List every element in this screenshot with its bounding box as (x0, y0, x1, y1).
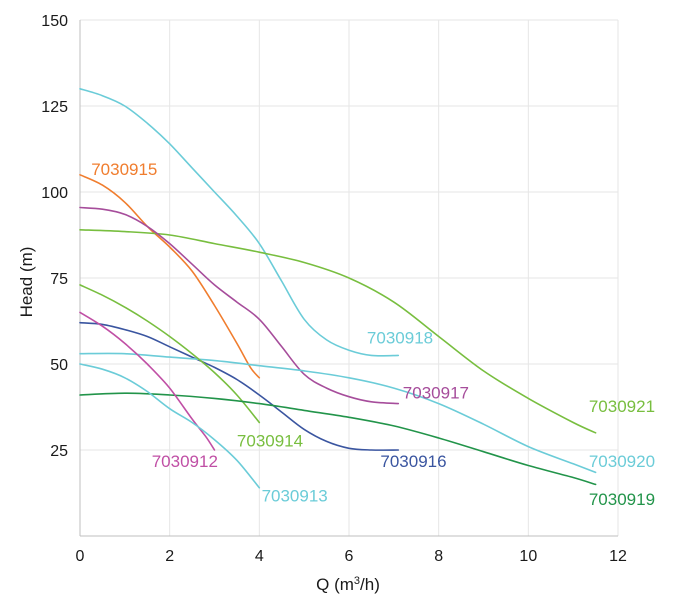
x-tick-label: 8 (434, 548, 443, 565)
series-line-7030918 (79, 88, 400, 357)
series-label-7030914: 7030914 (237, 432, 303, 451)
y-tick-label: 25 (50, 443, 68, 460)
series-label-7030921: 7030921 (589, 397, 655, 416)
series-label-7030918: 7030918 (367, 328, 433, 347)
y-tick-label: 75 (50, 271, 68, 288)
series-line-7030914 (79, 284, 261, 424)
series-label-7030913: 7030913 (262, 487, 328, 506)
x-tick-label: 4 (255, 548, 264, 565)
series-line-7030912 (79, 311, 216, 451)
x-axis-title-suffix: /h) (360, 575, 380, 594)
series-label-7030919: 7030919 (589, 490, 655, 509)
series-label-7030917: 7030917 (403, 383, 469, 402)
x-tick-label: 2 (165, 548, 174, 565)
series-line-7030920 (79, 352, 597, 474)
series-curves (79, 88, 597, 489)
series-label-7030915: 7030915 (91, 160, 157, 179)
series-label-7030920: 7030920 (589, 452, 655, 471)
y-tick-label: 150 (41, 13, 68, 30)
series-label-7030916: 7030916 (380, 452, 446, 471)
x-axis-title: Q (m3/h) (316, 575, 380, 594)
series-line-7030915 (79, 174, 261, 379)
x-axis-title-prefix: Q (m (316, 575, 354, 594)
y-axis-title: Head (m) (17, 247, 36, 318)
x-axis-title-sup: 3 (354, 575, 360, 587)
y-tick-label: 125 (41, 99, 68, 116)
y-tick-label: 100 (41, 185, 68, 202)
x-tick-label: 10 (519, 548, 537, 565)
x-tick-label: 12 (609, 548, 627, 565)
series-line-7030913 (79, 363, 261, 489)
series-labels: 7030915 7030918 7030921 7030917 7030916 70309… (91, 160, 655, 509)
series-line-7030917 (79, 206, 400, 405)
series-label-7030912: 7030912 (152, 452, 218, 471)
series-line-7030919 (79, 392, 597, 486)
x-tick-label: 6 (345, 548, 354, 565)
x-tick-label: 0 (76, 548, 85, 565)
axes: 0 2 4 6 8 10 12 25 50 75 100 125 150 (41, 13, 627, 565)
series-line-7030921 (79, 229, 597, 434)
series-line-7030916 (79, 321, 400, 451)
y-tick-label: 50 (50, 357, 68, 374)
